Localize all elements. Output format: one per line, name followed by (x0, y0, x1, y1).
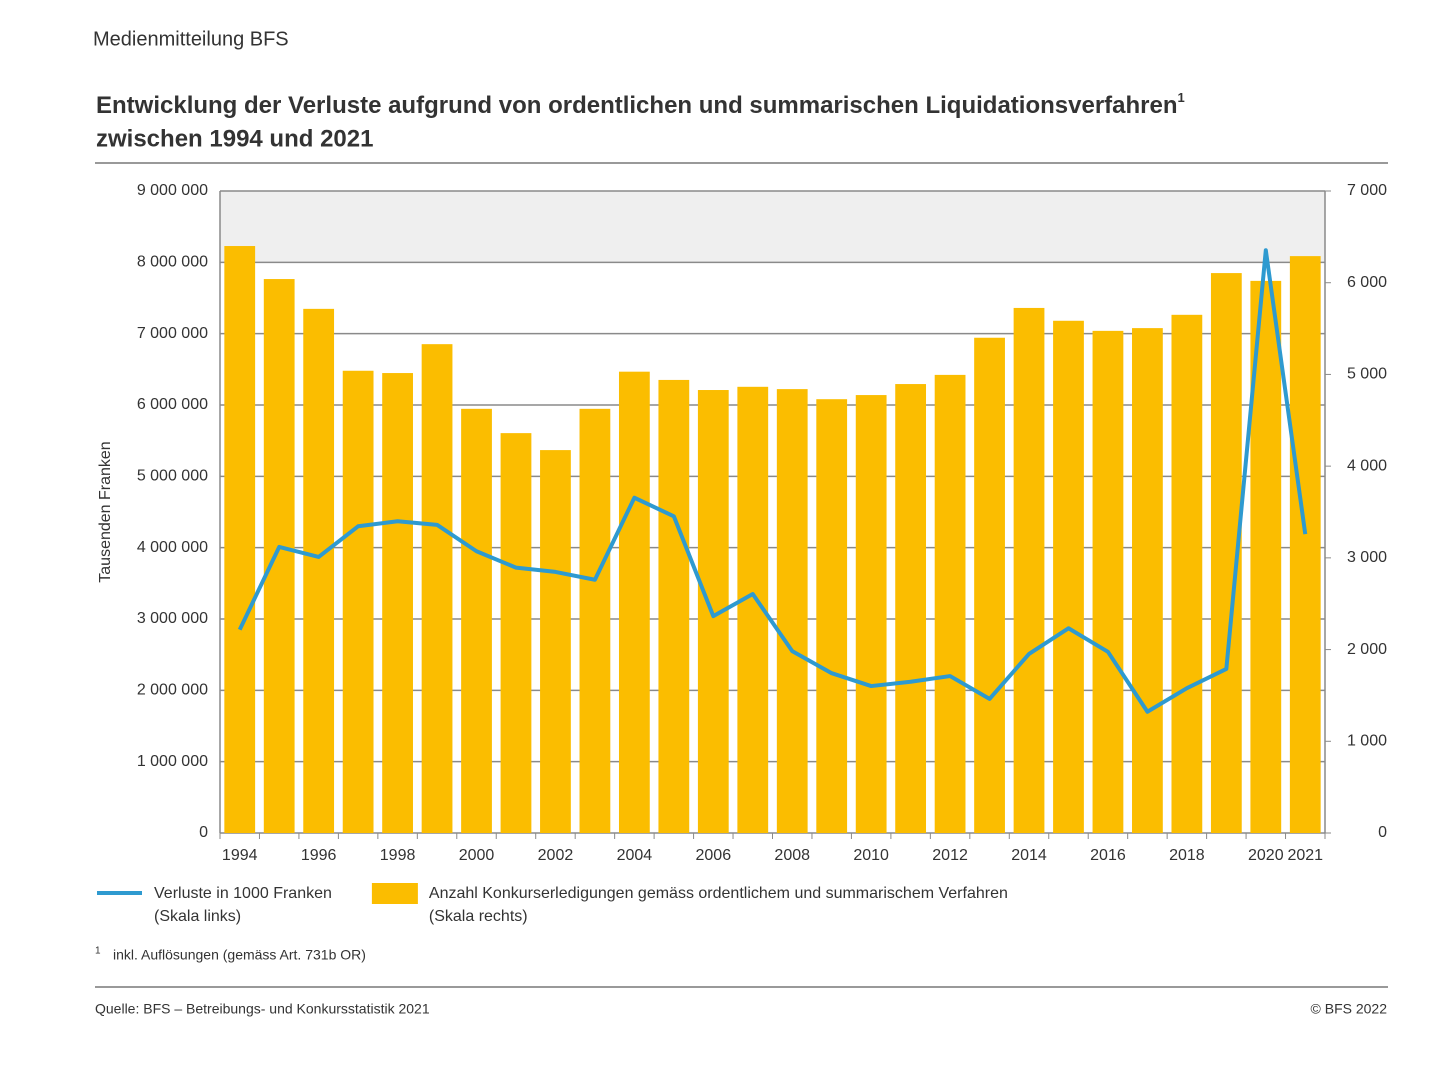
bar (461, 408, 492, 833)
chart-title-line2: zwischen 1994 und 2021 (96, 125, 373, 152)
y-tick-label: 9 000 000 (137, 182, 208, 199)
y-tick-label: 1 000 000 (137, 753, 208, 770)
plot-band (220, 191, 1325, 263)
legend-note: (Skala links) (154, 908, 241, 925)
bar (776, 389, 808, 833)
x-tick-label: 2020 (1248, 847, 1284, 864)
y-tick-label: 6 000 000 (137, 396, 208, 413)
line (237, 248, 1308, 714)
x-tick-label: 2012 (932, 847, 968, 864)
x-tick-label: 2006 (696, 847, 732, 864)
bar (1132, 328, 1163, 833)
x-tick-label: 2002 (538, 847, 574, 864)
bar (1289, 256, 1321, 833)
y-tick-label: 3 000 000 (137, 610, 208, 627)
y-tick-label: 2 000 000 (137, 682, 208, 699)
source: Quelle: BFS – Betreibungs- und Konkursst… (95, 1001, 430, 1017)
x-tick-label: 2000 (459, 847, 495, 864)
x-tick-label: 2010 (853, 847, 889, 864)
header: Medienmitteilung BFS (93, 28, 289, 50)
bar (382, 373, 413, 833)
bar (934, 374, 966, 833)
y2-tick-label: 2 000 (1347, 641, 1387, 658)
y-tick-label: 7 000 000 (137, 325, 208, 342)
x-tick-label: 2014 (1011, 847, 1047, 864)
copyright: © BFS 2022 (1311, 1001, 1388, 1017)
x-tick-label: 2016 (1090, 847, 1126, 864)
bar (974, 337, 1005, 833)
bar (579, 408, 611, 833)
y2-tick-label: 3 000 (1347, 549, 1387, 566)
bar (658, 379, 690, 833)
y2-tick-label: 0 (1378, 824, 1387, 841)
title-note-marker: 1 (1178, 90, 1185, 105)
footnote: inkl. Auflösungen (gemäss Art. 731b OR) (113, 947, 366, 963)
legend-swatch (371, 883, 418, 904)
x-tick-label: 2004 (617, 847, 653, 864)
bar (303, 308, 335, 833)
legend-label: Anzahl Konkurserledigungen gemäss ordent… (429, 885, 1008, 902)
x-tick-label: 2008 (774, 847, 810, 864)
bar (1092, 330, 1124, 833)
x-tick-label: 1998 (380, 847, 416, 864)
y-tick-label: 5 000 000 (137, 468, 208, 485)
y-tick-label: 8 000 000 (137, 254, 208, 271)
bar (895, 384, 927, 833)
y2-tick-label: 1 000 (1347, 733, 1387, 750)
bar (1013, 307, 1045, 834)
x-tick-label: 2021 (1287, 847, 1323, 864)
bar (342, 370, 374, 833)
y2-tick-label: 6 000 (1347, 274, 1387, 291)
bar (1053, 320, 1084, 833)
bar (540, 450, 571, 833)
x-tick-label: 2018 (1169, 847, 1205, 864)
y2-tick-label: 5 000 (1347, 366, 1387, 383)
bar (1171, 314, 1203, 833)
title-text: Entwicklung der Verluste aufgrund von or… (96, 92, 1178, 119)
legend-label: Verluste in 1000 Franken (154, 885, 332, 902)
chart-title: Entwicklung der Verluste aufgrund von or… (96, 90, 1185, 119)
bar (224, 246, 256, 833)
y2-tick-label: 4 000 (1347, 457, 1387, 474)
bar (263, 279, 295, 833)
y-tick-label: 4 000 000 (137, 539, 208, 556)
footnote-marker: 1 (95, 946, 101, 957)
bar (618, 371, 650, 833)
bar (855, 395, 887, 833)
x-tick-label: 1996 (301, 847, 337, 864)
legend-note: (Skala rechts) (429, 908, 528, 925)
bar (421, 344, 453, 833)
x-tick-label: 1994 (222, 847, 258, 864)
bar (500, 433, 532, 833)
y-tick-label: 0 (199, 824, 208, 841)
bar (816, 399, 848, 833)
y-axis-label: Tausenden Franken (97, 441, 114, 582)
y2-tick-label: 7 000 (1347, 182, 1387, 199)
